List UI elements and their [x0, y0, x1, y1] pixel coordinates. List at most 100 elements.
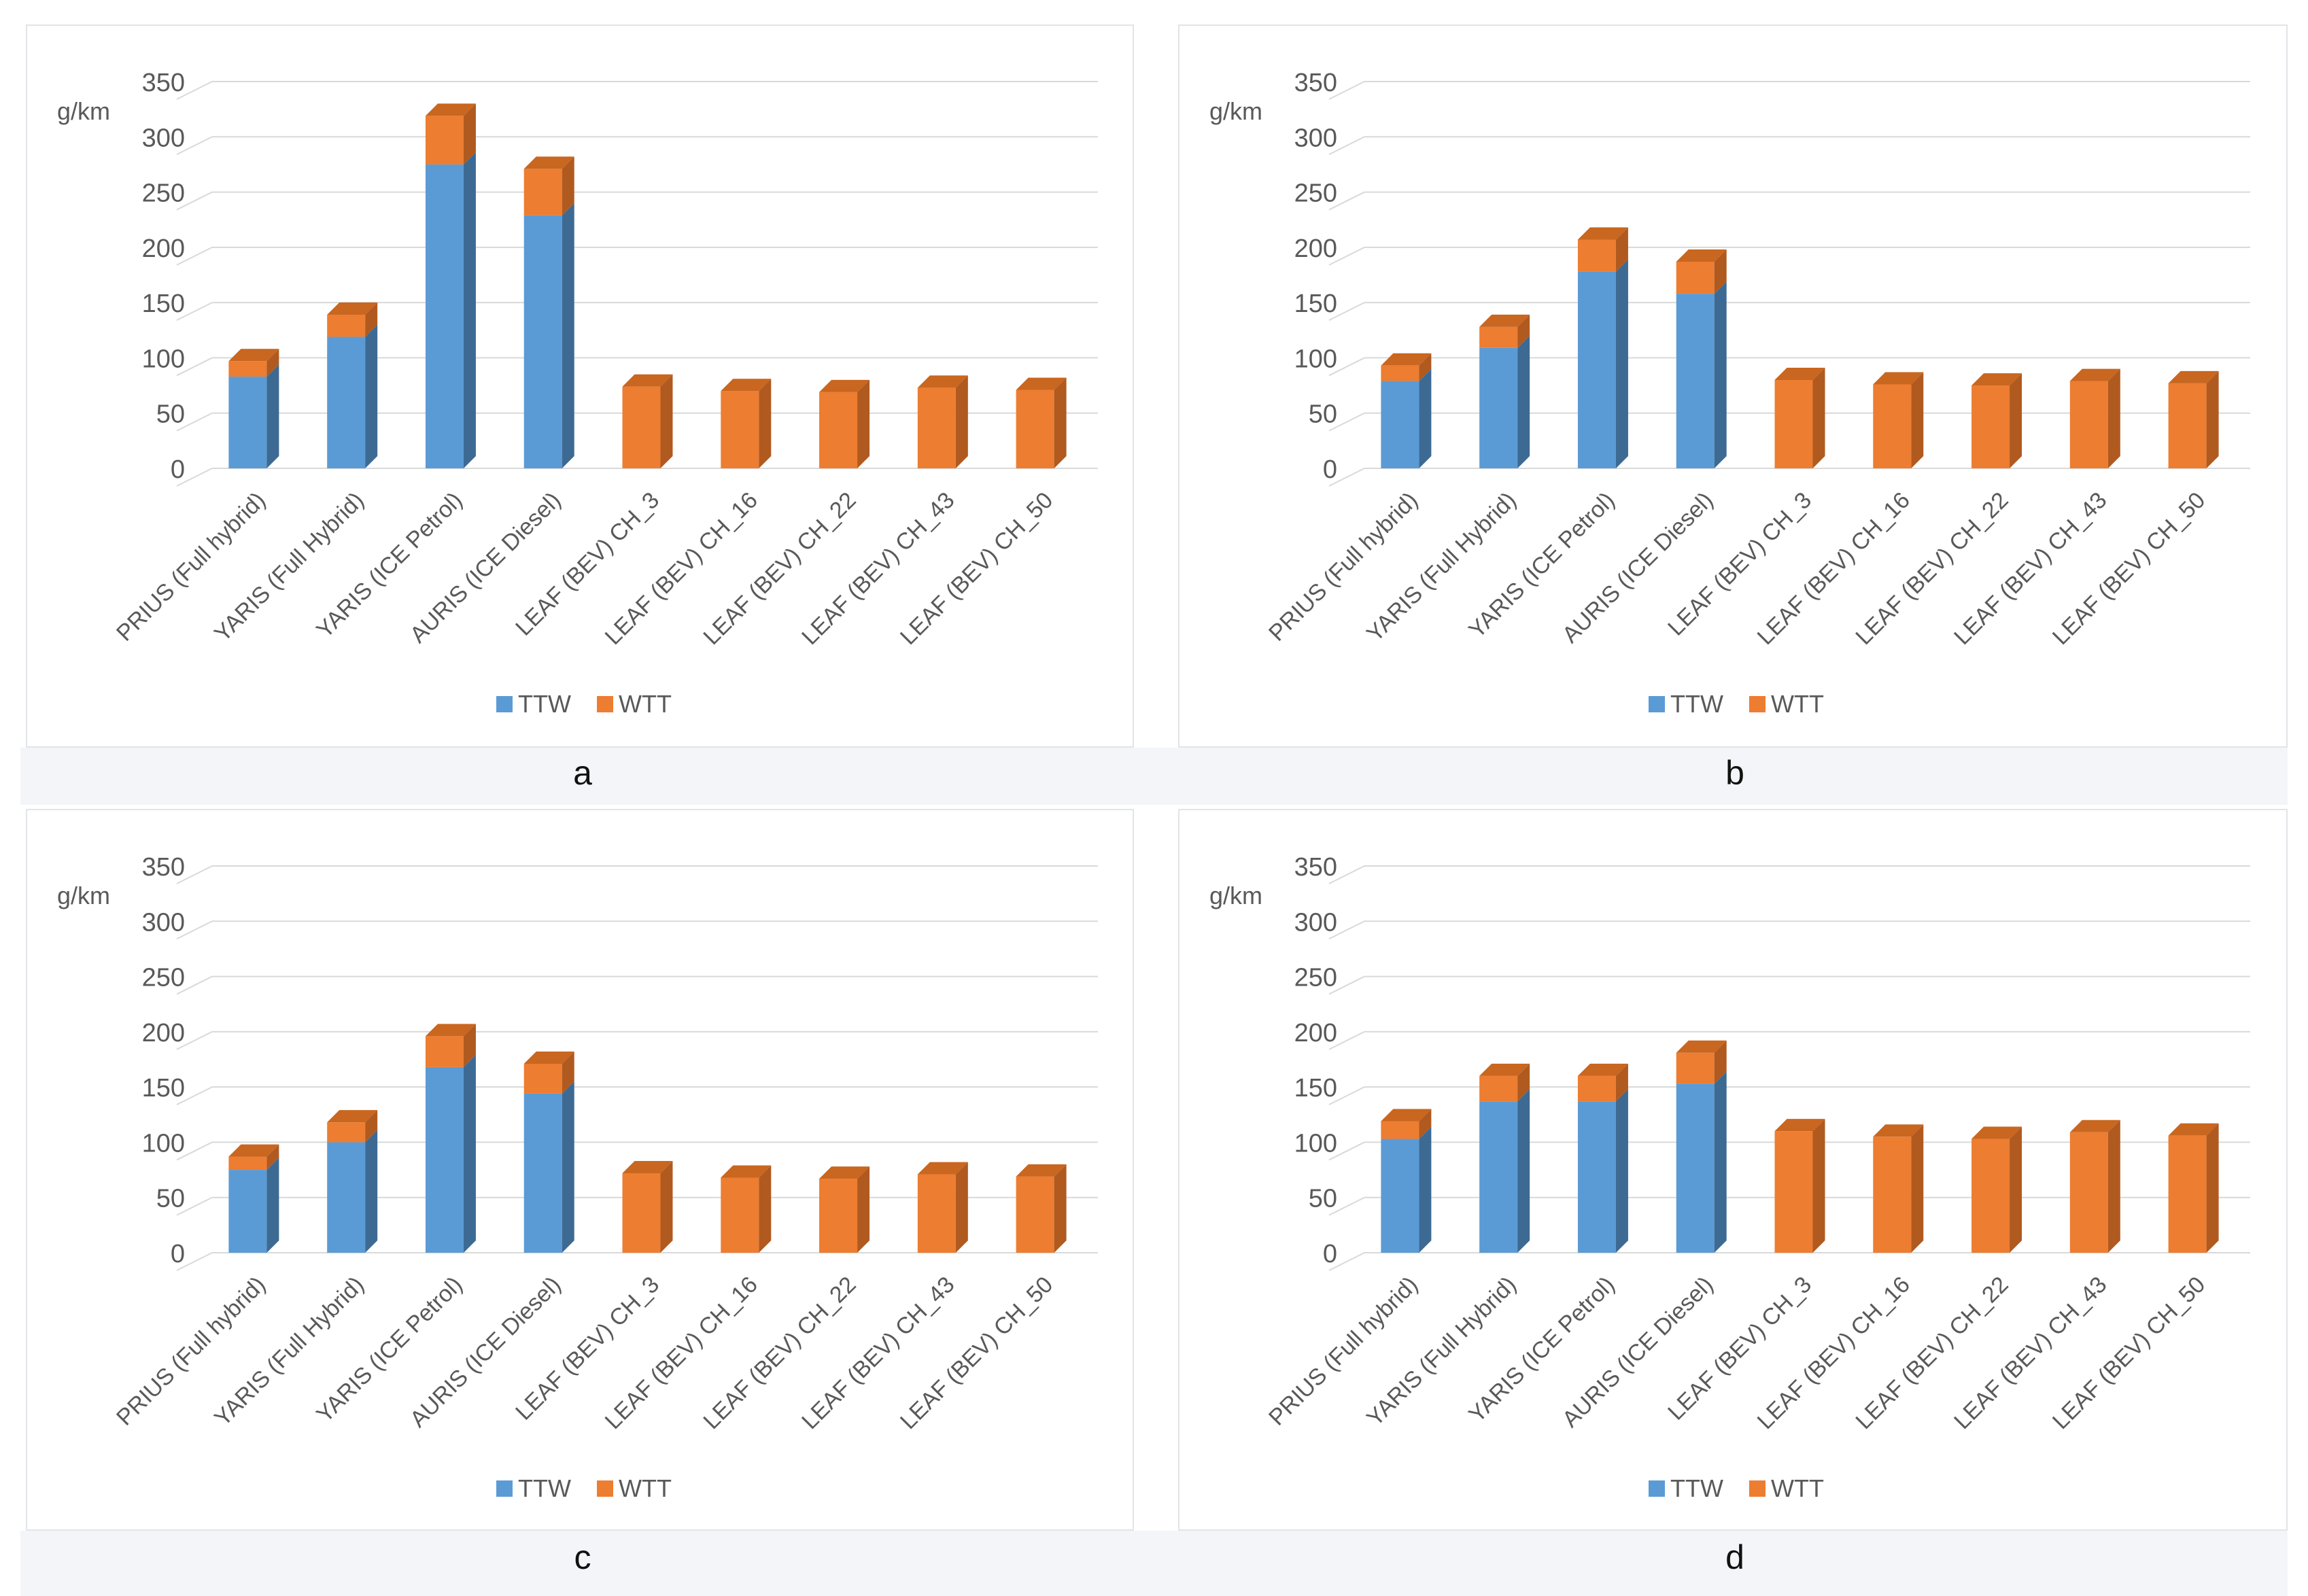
y-tick-label: 150 [142, 290, 185, 318]
bar-wtt [917, 387, 956, 468]
bar-wtt-top [1479, 1063, 1530, 1076]
bar-wtt-top [1577, 227, 1628, 240]
bar-wtt-side [562, 1052, 574, 1094]
legend-label-ttw: TTW [518, 1474, 571, 1502]
bar-wtt-top [721, 379, 772, 392]
bar-wtt-top [819, 379, 870, 392]
bar-wtt [2069, 1132, 2108, 1253]
bar-wtt [1774, 379, 1813, 468]
bar-ttw [523, 1093, 562, 1253]
legend-swatch-ttw [1649, 1480, 1665, 1497]
bar-wtt-side [365, 302, 378, 337]
bar-wtt-top [721, 1165, 772, 1178]
bar-wtt-side [266, 1144, 279, 1170]
bar-wtt-top [1971, 1126, 2022, 1139]
bar-ttw [1479, 347, 1518, 468]
y-tick-label: 150 [1294, 290, 1337, 318]
gridline-depth [176, 1252, 213, 1271]
legend-swatch-wtt [1749, 1480, 1766, 1497]
y-axis-label: g/km [57, 97, 110, 125]
gridline-depth [176, 1086, 213, 1106]
bar-wtt-top [1577, 1063, 1628, 1076]
y-tick-label: 300 [1294, 908, 1337, 937]
bar-ttw [425, 164, 464, 468]
bar-wtt [1774, 1131, 1813, 1253]
bar-wtt-side [1419, 353, 1432, 381]
gridline-depth [1328, 357, 1365, 377]
bar-ttw [1381, 1139, 1419, 1253]
gridline-depth [176, 920, 213, 940]
bar-wtt-top [917, 375, 968, 388]
bar-wtt [622, 386, 661, 468]
legend-label-wtt: WTT [619, 1474, 672, 1502]
y-tick-label: 100 [1294, 1129, 1337, 1158]
bar-wtt-top [2168, 1123, 2219, 1136]
gridline-depth [176, 246, 213, 266]
bar-wtt-side [365, 1110, 378, 1143]
bar-ttw-side [365, 1130, 378, 1253]
bar-wtt-side [1714, 249, 1727, 294]
panel-caption-c: c [574, 1538, 591, 1576]
gridline-depth [1328, 865, 1365, 884]
gridline-depth [1328, 920, 1365, 940]
bar-wtt [1016, 1176, 1054, 1253]
bar-wtt-top [523, 156, 574, 169]
y-tick-label: 150 [1294, 1074, 1337, 1103]
gridline-depth [176, 412, 213, 432]
bar-wtt-side [759, 379, 772, 468]
y-tick-label: 200 [142, 235, 185, 263]
bar-wtt-side [759, 1165, 772, 1253]
panel-caption-b: b [1725, 754, 1744, 792]
bar-wtt-top [819, 1166, 870, 1179]
legend-label-ttw: TTW [518, 690, 571, 718]
gridline-depth [1328, 1252, 1365, 1271]
bar-wtt-top [2168, 370, 2219, 383]
bar-wtt-top [1381, 353, 1432, 366]
chart-panel-a: 0 50 100 150 200 250 300 350 g/km PRIUS (Full hyb… [26, 24, 1134, 748]
bar-wtt [1479, 326, 1518, 348]
bar-wtt-top [228, 1144, 279, 1157]
bar-wtt-side [1419, 1109, 1432, 1139]
y-tick-label: 300 [142, 908, 185, 937]
gridline-depth [1328, 246, 1365, 266]
bar-wtt [1971, 385, 2010, 468]
gridline-depth [176, 136, 213, 156]
y-tick-label: 50 [1309, 1185, 1337, 1213]
y-tick-label: 150 [142, 1074, 185, 1103]
bar-ttw-side [1714, 1071, 1727, 1253]
bar-wtt-side [2206, 370, 2219, 468]
gridline-depth [176, 1030, 213, 1050]
bar-ttw-side [463, 1054, 476, 1253]
y-tick-label: 350 [1294, 853, 1337, 882]
bar-wtt-side [2010, 1126, 2022, 1253]
bar-wtt [327, 315, 366, 337]
gridline-depth [176, 865, 213, 884]
bar-ttw [327, 336, 366, 468]
gridline-depth [1328, 1030, 1365, 1050]
bar-wtt [327, 1122, 366, 1143]
y-tick-label: 250 [142, 964, 185, 992]
bar-wtt-side [463, 103, 476, 164]
gridline-depth [1328, 191, 1365, 211]
bar-wtt-side [1714, 1040, 1727, 1084]
bar-ttw-side [1714, 281, 1727, 468]
gridline-depth [1328, 81, 1365, 100]
gridline-depth [1328, 412, 1365, 432]
bar-wtt [1676, 261, 1715, 294]
y-tick-label: 0 [1323, 455, 1337, 484]
bar-wtt-top [2069, 1120, 2120, 1132]
bar-ttw [228, 1170, 267, 1253]
legend-label-ttw: TTW [1670, 1474, 1723, 1502]
panel-caption-a: a [573, 754, 592, 792]
y-tick-label: 0 [171, 1240, 185, 1268]
gridline-depth [1328, 975, 1365, 995]
bar-wtt-side [1615, 1063, 1628, 1102]
gridline-depth [1328, 1141, 1365, 1161]
gridline-depth [176, 302, 213, 322]
gridline-depth [176, 1196, 213, 1216]
bar-wtt [1676, 1052, 1715, 1084]
chart-panel-b: 0 50 100 150 200 250 300 350 g/km PRIUS (Full hyb… [1178, 24, 2288, 748]
bar-wtt-side [2010, 373, 2022, 468]
y-tick-label: 350 [142, 853, 185, 882]
